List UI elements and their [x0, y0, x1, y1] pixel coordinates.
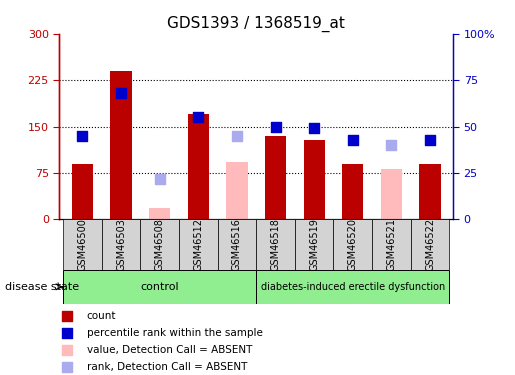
Text: value, Detection Call = ABSENT: value, Detection Call = ABSENT: [87, 345, 252, 355]
Point: [310, 125, 318, 131]
Point: [78, 133, 87, 139]
Point: [271, 124, 280, 130]
Text: count: count: [87, 311, 116, 321]
Bar: [102, 219, 140, 270]
Text: GSM46516: GSM46516: [232, 218, 242, 271]
Point: [426, 136, 434, 142]
Bar: [372, 219, 410, 270]
Bar: [303, 140, 325, 219]
Bar: [381, 169, 402, 219]
Bar: [72, 164, 93, 219]
Text: disease state: disease state: [5, 282, 79, 292]
Text: GSM46512: GSM46512: [193, 218, 203, 271]
Text: GSM46522: GSM46522: [425, 218, 435, 271]
Bar: [149, 208, 170, 219]
Bar: [256, 219, 295, 270]
Bar: [63, 270, 256, 304]
Text: diabetes-induced erectile dysfunction: diabetes-induced erectile dysfunction: [261, 282, 445, 292]
Point: [387, 142, 396, 148]
Point: [63, 346, 71, 352]
Text: GSM46519: GSM46519: [309, 218, 319, 271]
Point: [63, 313, 71, 319]
Point: [194, 114, 202, 120]
Text: GSM46521: GSM46521: [386, 218, 397, 271]
Bar: [295, 219, 334, 270]
Point: [63, 330, 71, 336]
Bar: [187, 114, 209, 219]
Bar: [110, 71, 132, 219]
Point: [63, 364, 71, 370]
Bar: [140, 219, 179, 270]
Text: percentile rank within the sample: percentile rank within the sample: [87, 328, 263, 338]
Point: [117, 90, 125, 96]
Text: GSM46500: GSM46500: [77, 218, 88, 271]
Bar: [342, 164, 364, 219]
Bar: [179, 219, 217, 270]
Bar: [256, 270, 449, 304]
Text: GSM46520: GSM46520: [348, 218, 358, 271]
Bar: [63, 219, 102, 270]
Title: GDS1393 / 1368519_at: GDS1393 / 1368519_at: [167, 16, 345, 32]
Bar: [217, 219, 256, 270]
Text: GSM46508: GSM46508: [154, 218, 165, 271]
Bar: [265, 136, 286, 219]
Point: [233, 133, 241, 139]
Bar: [334, 219, 372, 270]
Point: [156, 176, 164, 181]
Bar: [410, 219, 449, 270]
Text: GSM46518: GSM46518: [270, 218, 281, 271]
Text: rank, Detection Call = ABSENT: rank, Detection Call = ABSENT: [87, 362, 247, 372]
Text: GSM46503: GSM46503: [116, 218, 126, 271]
Point: [349, 136, 357, 142]
Text: control: control: [140, 282, 179, 292]
Bar: [226, 162, 248, 219]
Bar: [419, 164, 441, 219]
